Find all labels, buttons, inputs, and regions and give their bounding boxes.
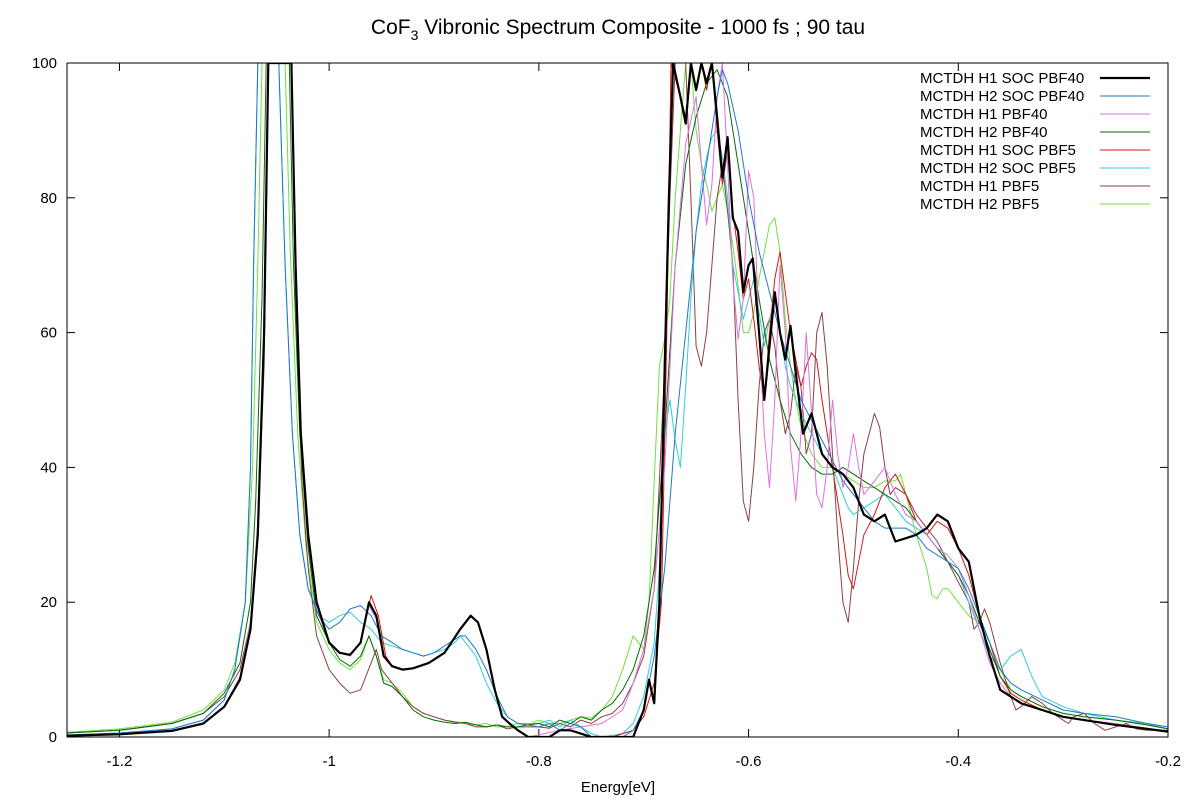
x-tick-label: -0.8 bbox=[526, 753, 552, 770]
legend-label: MCTDH H1 SOC PBF40 bbox=[920, 70, 1084, 87]
series-line-1 bbox=[67, 63, 1168, 737]
legend-label: MCTDH H1 SOC PBF5 bbox=[920, 142, 1076, 159]
x-tick-label: -1 bbox=[322, 753, 335, 770]
x-tick-label: -0.6 bbox=[736, 753, 762, 770]
series-lines bbox=[67, 63, 1168, 737]
x-tick-label: -1.2 bbox=[106, 753, 132, 770]
legend-label: MCTDH H2 SOC PBF5 bbox=[920, 160, 1076, 177]
x-axis-label: Energy[eV] bbox=[581, 779, 655, 796]
chart-title: CoF3 Vibronic Spectrum Composite - 1000 … bbox=[371, 16, 865, 43]
chart-title-rest: Vibronic Spectrum Composite - 1000 fs ; … bbox=[418, 16, 865, 39]
series-line-6 bbox=[67, 63, 1168, 737]
y-tick-label: 20 bbox=[40, 594, 57, 611]
legend-label: MCTDH H1 PBF5 bbox=[920, 178, 1039, 195]
y-tick-label: 80 bbox=[40, 190, 57, 207]
legend-label: MCTDH H1 PBF40 bbox=[920, 106, 1048, 123]
y-tick-label: 40 bbox=[40, 459, 57, 476]
y-tick-label: 100 bbox=[32, 55, 57, 72]
series-line-7 bbox=[67, 63, 1168, 734]
series-line-2 bbox=[67, 63, 1168, 737]
x-tick-label: -0.2 bbox=[1155, 753, 1181, 770]
legend-label: MCTDH H2 PBF5 bbox=[920, 196, 1039, 213]
chart-title-subscript: 3 bbox=[411, 27, 419, 43]
legend-label: MCTDH H2 SOC PBF40 bbox=[920, 88, 1084, 105]
plot-frame bbox=[66, 62, 1169, 738]
series-line-8 bbox=[67, 63, 1168, 733]
chart-title-main: CoF bbox=[371, 16, 411, 39]
x-tick-label: -0.4 bbox=[945, 753, 971, 770]
legend-label: MCTDH H2 PBF40 bbox=[920, 124, 1048, 141]
y-tick-label: 60 bbox=[40, 325, 57, 342]
y-tick-label: 0 bbox=[49, 729, 57, 746]
